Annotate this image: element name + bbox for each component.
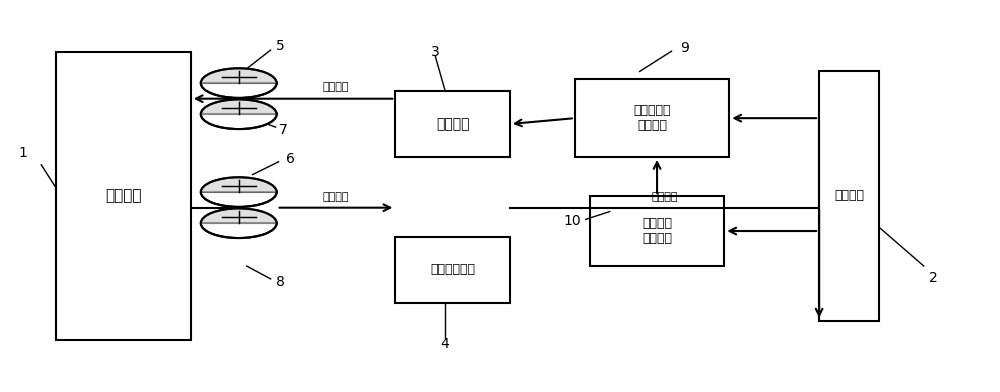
Text: 4: 4 [441, 337, 450, 351]
Bar [575, 79, 729, 157]
Bar [395, 91, 510, 157]
Bar [395, 237, 510, 303]
Text: 介质过滤
净化装置: 介质过滤 净化装置 [642, 217, 672, 245]
Circle shape [201, 177, 277, 207]
Text: 1: 1 [19, 146, 28, 160]
Text: 5: 5 [276, 39, 285, 53]
Bar [56, 52, 191, 340]
Text: 10: 10 [563, 214, 581, 228]
Polygon shape [201, 177, 277, 192]
Bar [819, 71, 879, 321]
Circle shape [201, 68, 277, 98]
Polygon shape [201, 68, 277, 83]
Text: 介质补偿和
存储装置: 介质补偿和 存储装置 [633, 104, 671, 132]
Text: 6: 6 [286, 152, 295, 166]
Text: 循环装置: 循环装置 [436, 117, 469, 131]
Text: 8: 8 [276, 275, 285, 289]
Circle shape [201, 100, 277, 129]
Text: 9: 9 [680, 41, 689, 55]
Text: 3: 3 [431, 45, 440, 59]
Text: 7: 7 [279, 123, 288, 137]
Text: 循环介质: 循环介质 [323, 82, 349, 92]
Circle shape [201, 209, 277, 238]
Text: 燃料电池: 燃料电池 [105, 189, 142, 203]
Polygon shape [201, 100, 277, 114]
Text: 循环介质: 循环介质 [651, 192, 678, 202]
Text: 2: 2 [929, 271, 938, 285]
Text: 循环介质: 循环介质 [323, 192, 349, 202]
Text: 压力调节装置: 压力调节装置 [430, 263, 475, 276]
Text: 换热装置: 换热装置 [834, 189, 864, 203]
Bar [590, 196, 724, 266]
Polygon shape [201, 209, 277, 223]
